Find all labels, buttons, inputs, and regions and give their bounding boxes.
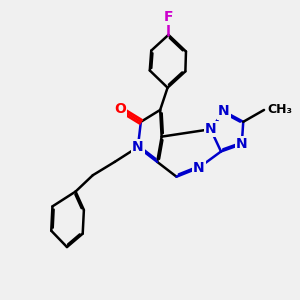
Text: N: N [236,137,248,151]
Text: F: F [164,10,173,24]
Text: CH₃: CH₃ [268,103,292,116]
Text: O: O [114,102,126,116]
Text: N: N [205,122,216,136]
Text: N: N [193,161,205,175]
Text: N: N [132,140,144,154]
Text: N: N [218,104,230,118]
